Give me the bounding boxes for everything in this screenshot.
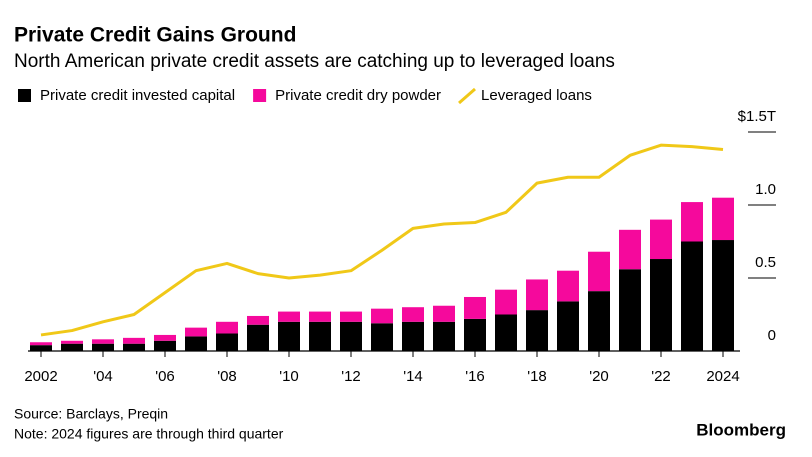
bar <box>216 321 238 334</box>
y-tick-label: 0.5 <box>755 254 776 271</box>
legend-label: Private credit dry powder <box>275 87 441 104</box>
bar <box>92 343 114 351</box>
legend-swatch <box>458 87 477 105</box>
y-tick-label: 1.0 <box>755 181 776 198</box>
chart-subtitle: North American private credit assets are… <box>14 51 615 72</box>
x-tick-label: '18 <box>527 368 547 385</box>
x-tick-label: '22 <box>651 368 671 385</box>
bar <box>712 197 734 241</box>
bar <box>309 311 331 322</box>
bar <box>557 270 579 302</box>
bar <box>402 307 424 322</box>
bar <box>650 259 672 351</box>
source: Source: Barclays, Preqin <box>14 406 168 422</box>
bar <box>681 241 703 351</box>
legend-label: Private credit invested capital <box>40 87 235 104</box>
x-tick-label: '04 <box>93 368 113 385</box>
x-tick-label: '06 <box>155 368 175 385</box>
x-tick-label: '14 <box>403 368 423 385</box>
y-tick-label: $1.5T <box>738 108 776 125</box>
legend-swatch <box>18 89 31 102</box>
bar <box>154 334 176 341</box>
bar <box>712 240 734 351</box>
x-tick-label: 2024 <box>706 368 739 385</box>
bar <box>402 321 424 351</box>
x-tick-label: 2002 <box>24 368 57 385</box>
bar <box>278 311 300 322</box>
bar <box>247 315 269 325</box>
x-tick-label: '10 <box>279 368 299 385</box>
bar <box>495 289 517 315</box>
legend-swatch <box>253 89 267 102</box>
bar <box>495 314 517 351</box>
bar <box>433 305 455 322</box>
bar <box>433 321 455 351</box>
bar <box>619 269 641 351</box>
x-tick-label: '16 <box>465 368 485 385</box>
bar <box>92 339 114 344</box>
bar <box>278 321 300 351</box>
bar <box>61 340 83 344</box>
bar <box>588 291 610 351</box>
chart-title: Private Credit Gains Ground <box>14 24 296 47</box>
bar <box>185 336 207 351</box>
x-tick-label: '20 <box>589 368 609 385</box>
bar <box>619 229 641 270</box>
bar <box>557 301 579 351</box>
bar <box>526 310 548 351</box>
bar <box>464 318 486 351</box>
bar <box>650 219 672 260</box>
line <box>40 143 724 337</box>
bar <box>185 327 207 337</box>
bar <box>340 321 362 351</box>
note: Note: 2024 figures are through third qua… <box>14 426 284 442</box>
bar <box>588 251 610 292</box>
x-tick-label: '12 <box>341 368 361 385</box>
bar <box>30 342 52 346</box>
bar <box>123 337 145 344</box>
bar <box>123 343 145 351</box>
bar <box>340 311 362 322</box>
bar <box>371 323 393 351</box>
legend-label: Leveraged loans <box>481 87 592 104</box>
brand: Bloomberg <box>696 420 786 439</box>
bar <box>309 321 331 351</box>
y-tick-label: 0 <box>768 327 776 344</box>
bar <box>681 202 703 242</box>
bar <box>464 296 486 319</box>
bar <box>61 343 83 351</box>
bar <box>526 279 548 311</box>
bar <box>371 308 393 324</box>
x-tick-label: '08 <box>217 368 237 385</box>
bar <box>30 345 52 351</box>
bar <box>247 324 269 351</box>
bar <box>154 340 176 351</box>
bar <box>216 333 238 351</box>
